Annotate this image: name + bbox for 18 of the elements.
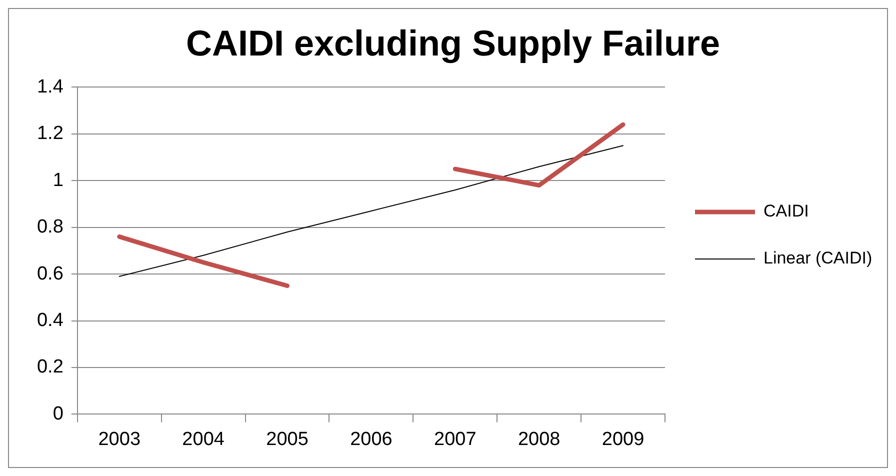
y-tick-label: 0.2 [36,356,64,378]
x-tick-label: 2007 [434,428,476,450]
y-tick-label: 0.4 [36,310,64,332]
y-tick-label: 0 [52,403,64,424]
x-tick-label: 2006 [350,428,392,450]
x-tick-label: 2009 [602,428,644,450]
x-tick-label: 2008 [518,428,560,450]
y-tick-label: 1 [52,170,64,191]
legend-label: Linear (CAIDI) [764,248,872,268]
y-tick-label: 0.6 [36,263,64,284]
y-tick-label: 1.4 [36,76,64,98]
y-tick-label: 0.8 [36,216,64,238]
x-tick-label: 2003 [98,428,141,450]
x-tick-label: 2004 [182,428,225,450]
legend-label: CAIDI [764,202,809,221]
chart-title: CAIDI excluding Supply Failure [186,22,720,64]
y-tick-label: 1.2 [36,123,64,144]
x-tick-label: 2005 [266,428,308,450]
